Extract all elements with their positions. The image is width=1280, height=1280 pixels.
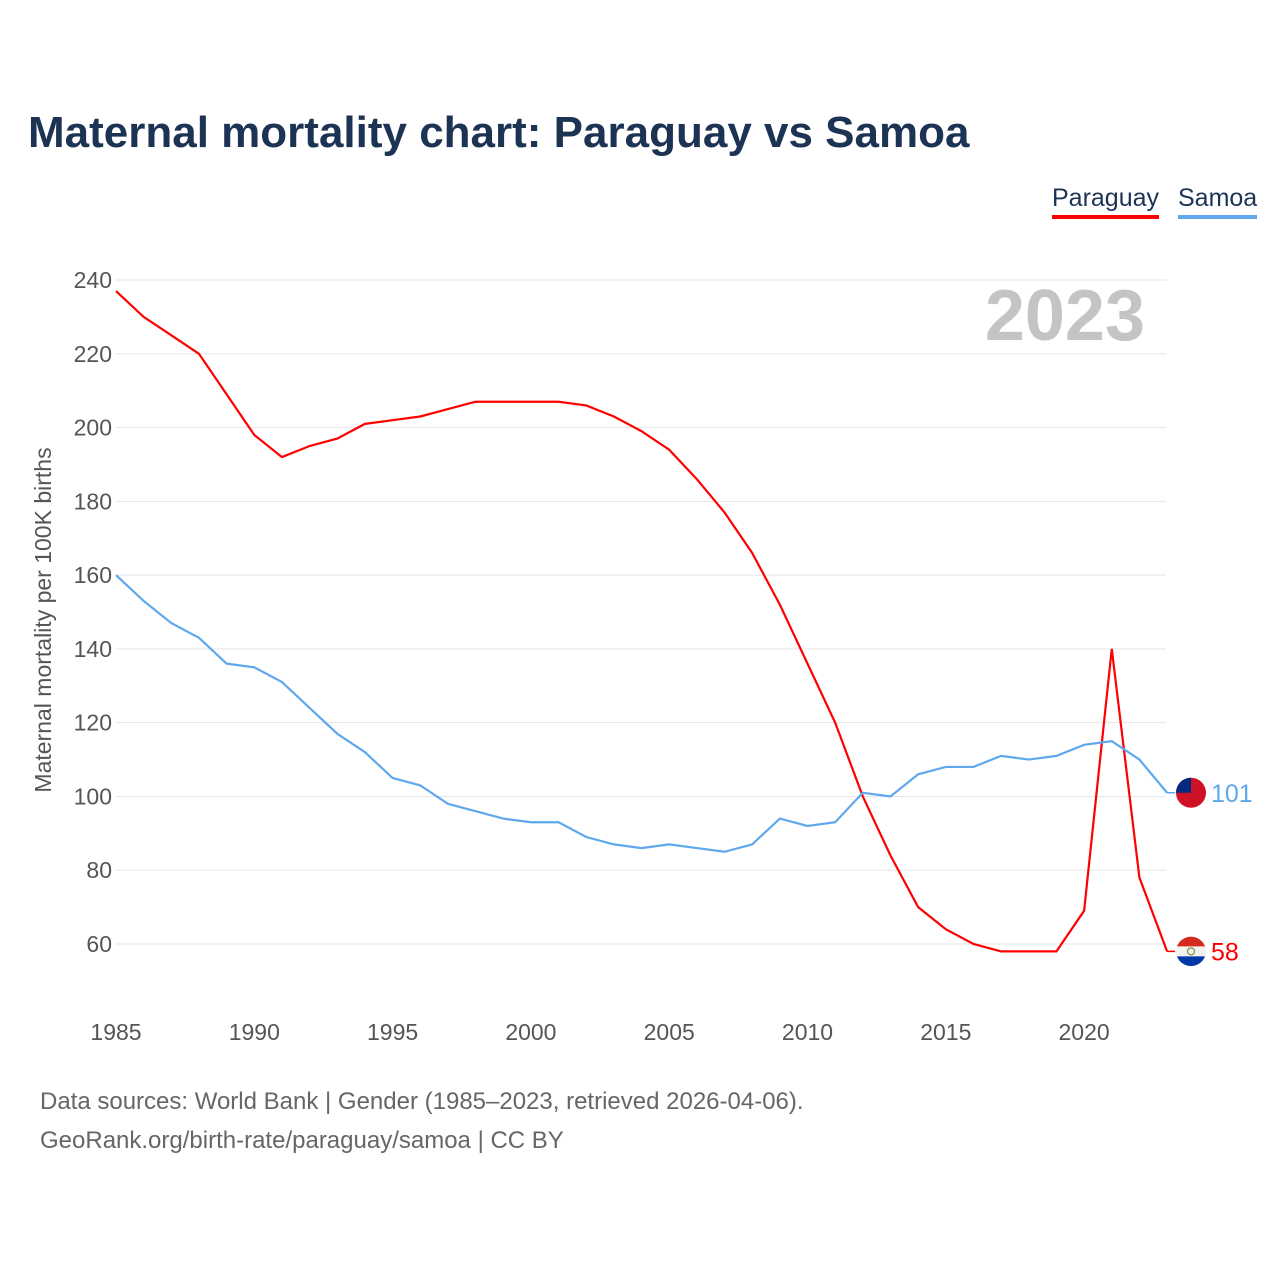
paraguay-flag-emblem (1186, 947, 1196, 956)
y-tick-label: 80 (86, 857, 112, 883)
y-tick-label: 220 (74, 341, 112, 367)
x-tick-label: 1990 (229, 1019, 280, 1045)
series-line-samoa (115, 574, 1168, 853)
legend-paraguay[interactable]: Paraguay (1052, 184, 1160, 219)
end-value-label-samoa: 101 (1211, 780, 1253, 808)
x-tick-label: 2010 (782, 1019, 833, 1045)
x-tick-label: 2005 (644, 1019, 695, 1045)
y-tick-label: 180 (74, 488, 112, 514)
y-tick-label: 140 (74, 636, 112, 662)
y-axis-label: Maternal mortality per 100K births (30, 447, 56, 792)
end-value-label-paraguay: 58 (1211, 938, 1239, 966)
x-tick-label: 2000 (505, 1019, 556, 1045)
y-tick-label: 240 (74, 267, 112, 293)
x-tick-label: 1995 (367, 1019, 418, 1045)
y-tick-label: 60 (86, 931, 112, 957)
x-tick-label: 1985 (90, 1019, 141, 1045)
x-tick-label: 2015 (920, 1019, 971, 1045)
samoa-flag-canton (1176, 777, 1191, 793)
source-link[interactable]: GeoRank.org/birth-rate/paraguay/samoa | … (40, 1127, 564, 1154)
y-tick-label: 100 (74, 783, 112, 809)
y-tick-label: 200 (74, 415, 112, 441)
year-watermark: 2023 (985, 276, 1145, 356)
source-note: Data sources: World Bank | Gender (1985–… (40, 1088, 804, 1115)
page-title: Maternal mortality chart: Paraguay vs Sa… (28, 108, 970, 157)
paraguay-flag-red (1177, 936, 1205, 947)
y-tick-label: 160 (74, 562, 112, 588)
y-tick-label: 120 (74, 710, 112, 736)
x-tick-label: 2020 (1059, 1019, 1110, 1045)
series-line-paraguay (115, 290, 1169, 953)
paraguay-flag-blue (1177, 956, 1205, 966)
legend-samoa[interactable]: Samoa (1178, 184, 1258, 219)
